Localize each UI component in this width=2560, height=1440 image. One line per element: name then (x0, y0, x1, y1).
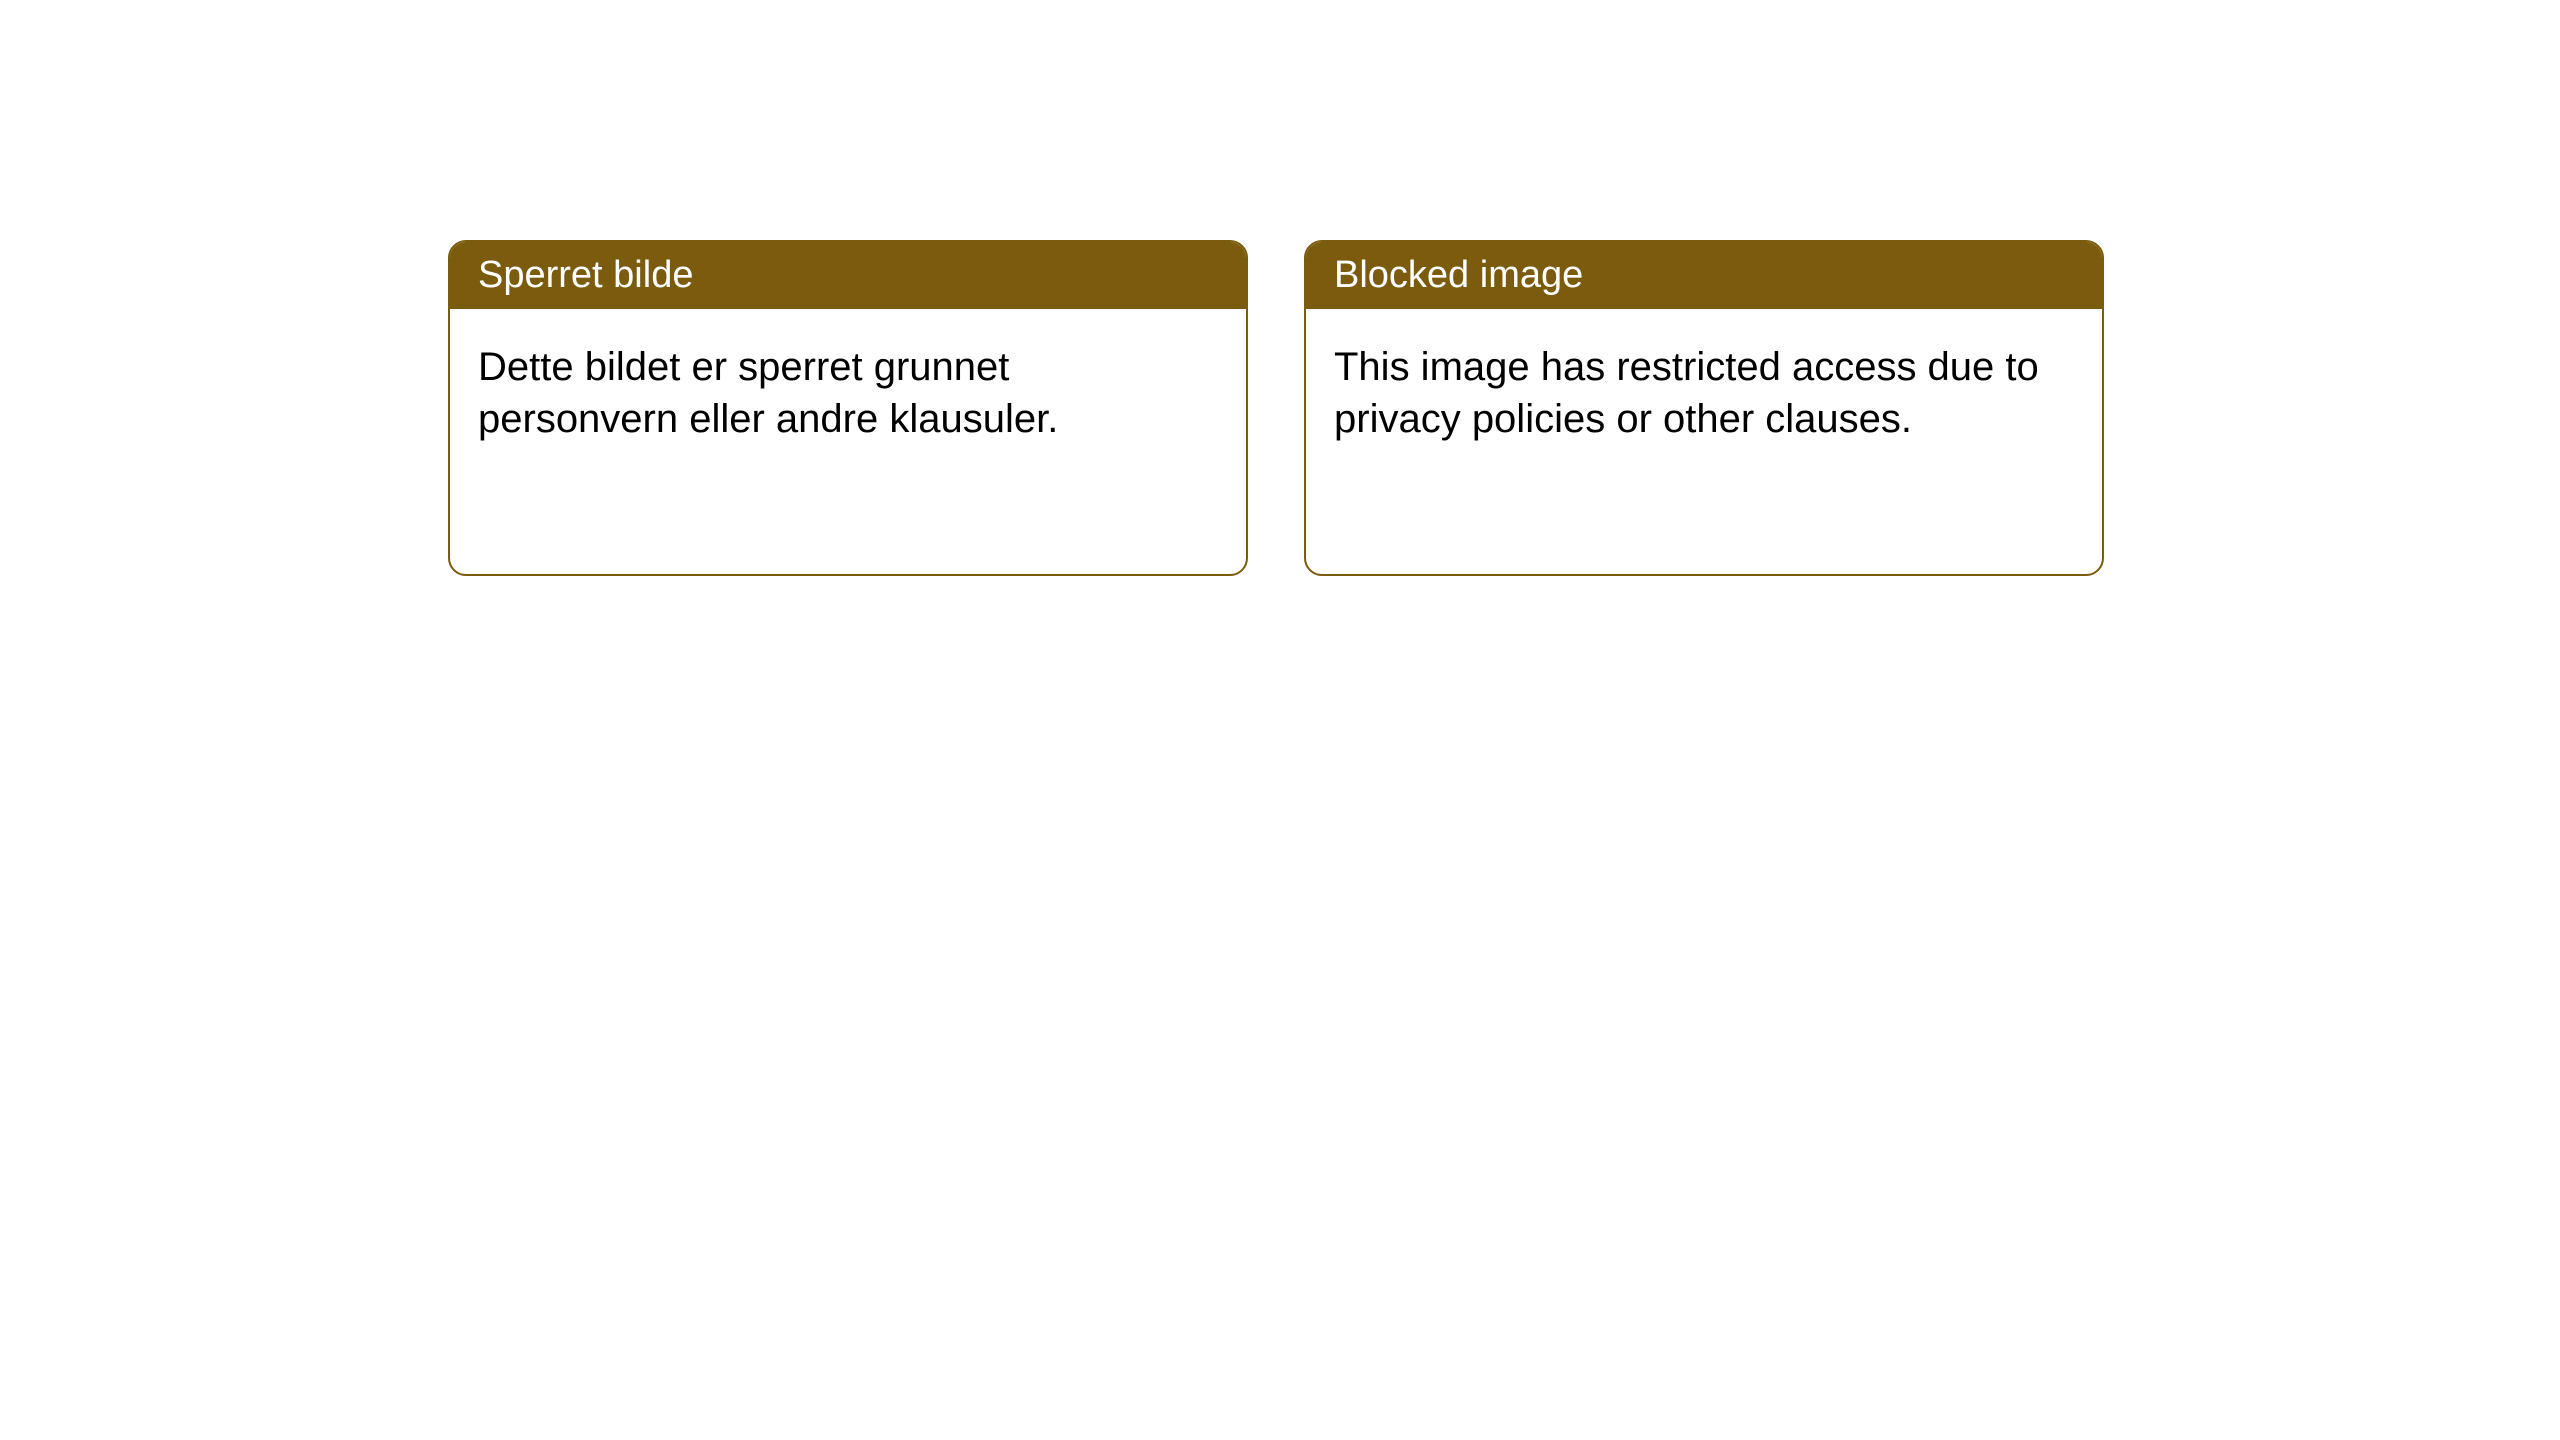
notice-card-header: Blocked image (1306, 242, 2102, 309)
notice-body-text: This image has restricted access due to … (1334, 345, 2039, 441)
notice-card-no: Sperret bilde Dette bildet er sperret gr… (448, 240, 1248, 576)
notice-title: Blocked image (1334, 254, 1583, 296)
notice-container: Sperret bilde Dette bildet er sperret gr… (0, 0, 2560, 576)
notice-body-text: Dette bildet er sperret grunnet personve… (478, 345, 1058, 441)
notice-card-en: Blocked image This image has restricted … (1304, 240, 2104, 576)
notice-title: Sperret bilde (478, 254, 693, 296)
notice-card-body: Dette bildet er sperret grunnet personve… (450, 309, 1246, 477)
notice-card-header: Sperret bilde (450, 242, 1246, 309)
notice-card-body: This image has restricted access due to … (1306, 309, 2102, 477)
